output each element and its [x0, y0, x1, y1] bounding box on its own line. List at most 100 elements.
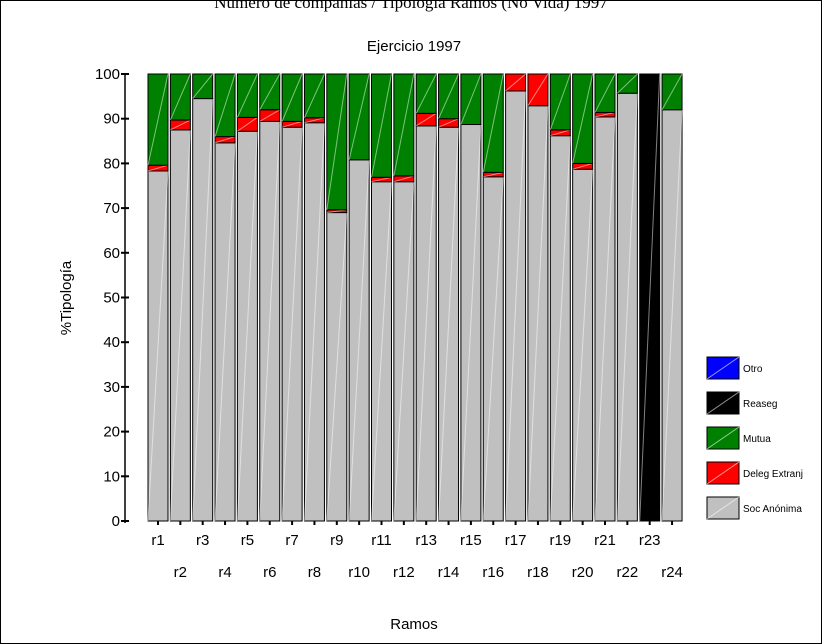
- bar-hatch: [661, 73, 683, 111]
- x-tick-label: r5: [241, 532, 254, 549]
- bar-hatch: [348, 73, 370, 160]
- bar-hatch: [527, 105, 549, 522]
- bar-hatch: [236, 131, 258, 522]
- legend-label: Mutua: [743, 434, 771, 445]
- x-tick-label: r22: [617, 564, 639, 581]
- bar-hatch: [438, 127, 460, 522]
- bar-hatch: [482, 176, 504, 522]
- bar-hatch: [572, 73, 594, 164]
- x-tick-label: r4: [218, 564, 231, 581]
- bar-hatch: [192, 98, 214, 522]
- bar-hatch: [214, 136, 236, 144]
- bar-hatch: [147, 73, 169, 166]
- bar-hatch: [617, 73, 638, 94]
- x-tick-label: r23: [639, 532, 661, 549]
- x-tick-label: r3: [196, 532, 209, 549]
- bar-hatch: [572, 162, 593, 170]
- bar-hatch: [170, 119, 191, 131]
- bar-hatch: [549, 73, 571, 131]
- bar-hatch: [460, 124, 482, 522]
- x-tick-label: r10: [348, 564, 370, 581]
- bar-hatch: [303, 122, 325, 522]
- y-tick-label: 40: [103, 334, 120, 351]
- bars-group: [147, 73, 683, 522]
- y-tick-label: 10: [103, 468, 120, 485]
- chart-title: Ejercicio 1997: [367, 38, 461, 55]
- bar-hatch: [147, 164, 169, 172]
- x-tick-label: r21: [594, 532, 616, 549]
- legend-label: Otro: [743, 364, 763, 375]
- y-tick-label: 60: [103, 245, 120, 262]
- bar-hatch: [482, 73, 504, 173]
- bar-hatch: [214, 142, 236, 522]
- y-tick-label: 20: [103, 424, 120, 441]
- bar-hatch: [572, 169, 594, 522]
- bar-hatch: [371, 181, 392, 522]
- legend-label: Deleg Extranj: [743, 469, 803, 480]
- bar-hatch: [460, 73, 482, 125]
- bar-hatch: [169, 73, 191, 121]
- legend-label: Reaseg: [743, 399, 777, 410]
- bar-hatch: [259, 121, 281, 522]
- bar-hatch: [236, 73, 258, 118]
- x-tick-label: r2: [174, 564, 187, 581]
- x-tick-label: r16: [482, 564, 504, 581]
- axes-group: 0 10 20 30 40 50 60 70 80 90 100 r1 r2 r3 r4 r5 r6 r7 r8 r9…: [95, 66, 683, 581]
- bar-hatch: [259, 73, 281, 111]
- bar-hatch: [192, 73, 214, 99]
- bar-hatch: [549, 135, 571, 522]
- bar-hatch: [483, 171, 504, 178]
- bar-hatch: [415, 112, 437, 127]
- bar-hatch: [438, 118, 459, 128]
- bar-hatch: [505, 90, 527, 522]
- bar-hatch: [326, 212, 348, 522]
- bar-hatch: [303, 73, 325, 119]
- y-tick-label: 80: [103, 155, 120, 172]
- bar-hatch: [371, 73, 392, 178]
- page-title: Número de compañías / Tipología Ramos (N…: [214, 0, 608, 12]
- legend-swatch-hatch: [706, 461, 740, 485]
- bar-hatch: [169, 129, 191, 522]
- bar-hatch: [594, 111, 616, 118]
- y-tick-label: 0: [112, 513, 120, 530]
- x-tick-label: r9: [330, 532, 343, 549]
- y-axis-label: %Tipología: [58, 260, 75, 335]
- bar-hatch: [393, 73, 415, 177]
- x-tick-label: r19: [549, 532, 571, 549]
- legend-swatch-hatch: [706, 391, 740, 415]
- bar-hatch: [237, 116, 258, 132]
- bar-hatch: [281, 127, 303, 522]
- legend: Otro Reaseg Mutua Deleg Extranj Soc Anónima: [706, 356, 803, 520]
- bar-hatch: [505, 73, 526, 92]
- bar-hatch: [415, 125, 437, 522]
- x-tick-label: r8: [308, 564, 321, 581]
- x-tick-label: r6: [263, 564, 276, 581]
- bar-hatch: [348, 159, 370, 522]
- bar-hatch: [594, 73, 616, 113]
- bar-hatch: [371, 176, 392, 183]
- y-tick-label: 100: [95, 66, 120, 83]
- bar-hatch: [661, 109, 683, 522]
- y-tick-label: 30: [103, 379, 120, 396]
- x-tick-label: r7: [285, 532, 298, 549]
- bar-hatch: [415, 73, 437, 114]
- bar-hatch: [304, 117, 325, 124]
- x-tick-label: r12: [393, 564, 415, 581]
- x-tick-label: r15: [460, 532, 482, 549]
- bar-hatch: [259, 109, 281, 122]
- bar-hatch: [438, 73, 460, 119]
- x-tick-label: r11: [371, 532, 392, 549]
- x-tick-label: r1: [151, 532, 164, 549]
- x-tick-label: r17: [505, 532, 527, 549]
- x-tick-label: r24: [661, 564, 683, 581]
- y-tick-label: 90: [103, 111, 120, 128]
- x-tick-label: r14: [438, 564, 460, 581]
- bar-hatch: [527, 73, 549, 107]
- y-tick-label: 70: [103, 200, 120, 217]
- bar-hatch: [281, 120, 303, 128]
- bar-hatch: [594, 116, 616, 522]
- legend-label: Soc Anónima: [743, 504, 802, 515]
- bar-hatch: [616, 93, 638, 522]
